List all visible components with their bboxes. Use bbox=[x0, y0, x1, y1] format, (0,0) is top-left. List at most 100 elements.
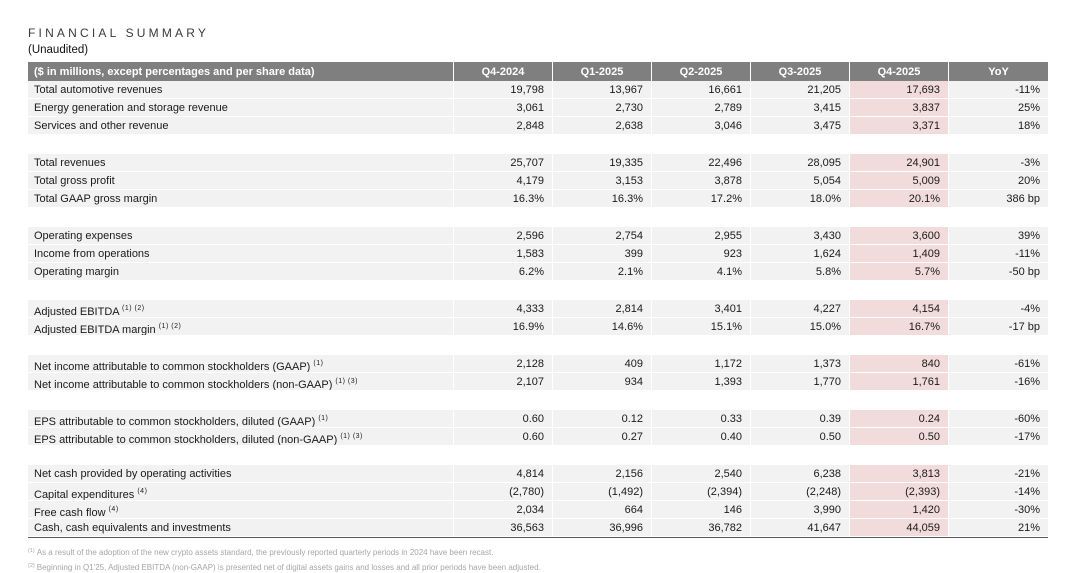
table-cell: 16,661 bbox=[651, 81, 750, 99]
table-cell: (2,393) bbox=[849, 483, 948, 501]
table-cell: 3,061 bbox=[453, 99, 552, 117]
table-cell: 19,798 bbox=[453, 81, 552, 99]
table-row: Income from operations 1,583 399 923 1,624 1,… bbox=[28, 245, 1048, 263]
table-cell: 923 bbox=[651, 245, 750, 263]
row-label: EPS attributable to common stockholders,… bbox=[28, 410, 453, 428]
row-label: Income from operations bbox=[28, 245, 453, 263]
table-cell: 17,693 bbox=[849, 81, 948, 99]
table-cell: 3,600 bbox=[849, 227, 948, 245]
page-title: FINANCIAL SUMMARY bbox=[28, 26, 210, 40]
table-cell: 0.60 bbox=[453, 410, 552, 428]
footnote-2-text: Beginning in Q1'25, Adjusted EBITDA (non… bbox=[36, 562, 541, 572]
table-cell: 25% bbox=[948, 99, 1048, 117]
row-label-footnote-marker: (1) bbox=[318, 415, 329, 422]
table-row: Free cash flow (4) 2,034 664 146 3,990 1,420-… bbox=[28, 501, 1048, 519]
table-cell: -17 bp bbox=[948, 318, 1048, 336]
table-cell: 1,770 bbox=[750, 373, 849, 391]
table-cell: 2,156 bbox=[552, 465, 651, 483]
row-label: Total gross profit bbox=[28, 172, 453, 190]
table-cell: 2,730 bbox=[552, 99, 651, 117]
table-cell: 3,813 bbox=[849, 465, 948, 483]
table-cell: 399 bbox=[552, 245, 651, 263]
page-subtitle: (Unaudited) bbox=[28, 44, 89, 56]
table-cell: 4,814 bbox=[453, 465, 552, 483]
table-cell: 2,848 bbox=[453, 117, 552, 135]
table-cell: 3,415 bbox=[750, 99, 849, 117]
table-row: Total gross profit 4,179 3,153 3,878 5,054 5,… bbox=[28, 172, 1048, 190]
table-row: Operating expenses 2,596 2,754 2,955 3,430 3,… bbox=[28, 227, 1048, 245]
table-cell: 5,009 bbox=[849, 172, 948, 190]
table-cell: (2,780) bbox=[453, 483, 552, 501]
table-cell: 1,420 bbox=[849, 501, 948, 519]
table-cell: 15.0% bbox=[750, 318, 849, 336]
table-cell: 28,095 bbox=[750, 154, 849, 172]
row-label: Total automotive revenues bbox=[28, 81, 453, 99]
column-header-q4-2024: Q4-2024 bbox=[453, 62, 552, 81]
table-cell: 1,373 bbox=[750, 355, 849, 373]
table-cell: 0.24 bbox=[849, 410, 948, 428]
row-label-footnote-marker: (1) (3) bbox=[340, 433, 363, 440]
table-cell: -4% bbox=[948, 300, 1048, 318]
table-cell: 386 bp bbox=[948, 190, 1048, 208]
table-cell: -50 bp bbox=[948, 263, 1048, 281]
table-cell: 1,393 bbox=[651, 373, 750, 391]
table-cell: -30% bbox=[948, 501, 1048, 519]
table-cell: -21% bbox=[948, 465, 1048, 483]
table-cell: 18% bbox=[948, 117, 1048, 135]
column-header-q2-2025: Q2-2025 bbox=[651, 62, 750, 81]
table-cell: 36,782 bbox=[651, 519, 750, 537]
table-cell: -60% bbox=[948, 410, 1048, 428]
table-header-row: ($ in millions, except percentages and p… bbox=[28, 62, 1048, 81]
row-label-footnote-marker: (4) bbox=[108, 506, 119, 513]
table-cell: 3,153 bbox=[552, 172, 651, 190]
table-cell: 4,179 bbox=[453, 172, 552, 190]
table-cell: 934 bbox=[552, 373, 651, 391]
table-cell: 3,837 bbox=[849, 99, 948, 117]
table-cell: -11% bbox=[948, 81, 1048, 99]
row-label-footnote-marker: (1) bbox=[313, 360, 324, 367]
section-spacer-row bbox=[28, 135, 1048, 154]
table-header-label: ($ in millions, except percentages and p… bbox=[28, 62, 453, 81]
row-label-footnote-marker: (1) (2) bbox=[122, 305, 145, 312]
row-label: Total GAAP gross margin bbox=[28, 190, 453, 208]
table-cell: -61% bbox=[948, 355, 1048, 373]
table-cell: 22,496 bbox=[651, 154, 750, 172]
table-body: Total automotive revenues 19,798 13,967 16,… bbox=[28, 81, 1048, 537]
row-label: Total revenues bbox=[28, 154, 453, 172]
table-cell: 3,878 bbox=[651, 172, 750, 190]
row-label: Services and other revenue bbox=[28, 117, 453, 135]
row-label: Operating margin bbox=[28, 263, 453, 281]
table-cell: 4,227 bbox=[750, 300, 849, 318]
table-cell: 0.50 bbox=[849, 428, 948, 446]
table-cell: 2,955 bbox=[651, 227, 750, 245]
table-cell: 0.12 bbox=[552, 410, 651, 428]
footnote-2: (2) Beginning in Q1'25, Adjusted EBITDA (… bbox=[28, 560, 1080, 573]
footnote-1: (1) As a result of the adoption of the ne… bbox=[28, 545, 1080, 560]
table-cell: 15.1% bbox=[651, 318, 750, 336]
column-header-q1-2025: Q1-2025 bbox=[552, 62, 651, 81]
table-cell: (2,248) bbox=[750, 483, 849, 501]
table-cell: (1,492) bbox=[552, 483, 651, 501]
table-row: Operating margin 6.2% 2.1% 4.1% 5.8% 5.7% -50 … bbox=[28, 263, 1048, 281]
section-spacer-row bbox=[28, 391, 1048, 410]
table-row: Adjusted EBITDA margin (1) (2) 16.9% 14.6%… bbox=[28, 318, 1048, 336]
table-cell: 3,046 bbox=[651, 117, 750, 135]
table-row: Adjusted EBITDA (1) (2) 4,333 2,814 3,401 4,… bbox=[28, 300, 1048, 318]
table-cell: 2,754 bbox=[552, 227, 651, 245]
table-cell: 0.27 bbox=[552, 428, 651, 446]
table-cell: 6,238 bbox=[750, 465, 849, 483]
section-spacer-row bbox=[28, 336, 1048, 355]
table-cell: 17.2% bbox=[651, 190, 750, 208]
table-cell: 25,707 bbox=[453, 154, 552, 172]
row-label-footnote-marker: (4) bbox=[137, 488, 148, 495]
footnote-1-marker: (1) bbox=[28, 548, 35, 554]
table-cell: 5,054 bbox=[750, 172, 849, 190]
table-cell: 14.6% bbox=[552, 318, 651, 336]
column-header-q3-2025: Q3-2025 bbox=[750, 62, 849, 81]
table-cell: 13,967 bbox=[552, 81, 651, 99]
table-cell: 4,154 bbox=[849, 300, 948, 318]
table-cell: 2,814 bbox=[552, 300, 651, 318]
section-spacer-row bbox=[28, 446, 1048, 465]
table-cell: -3% bbox=[948, 154, 1048, 172]
